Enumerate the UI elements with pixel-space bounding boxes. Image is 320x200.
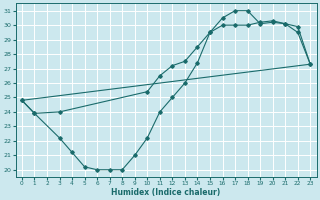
X-axis label: Humidex (Indice chaleur): Humidex (Indice chaleur) [111,188,221,197]
